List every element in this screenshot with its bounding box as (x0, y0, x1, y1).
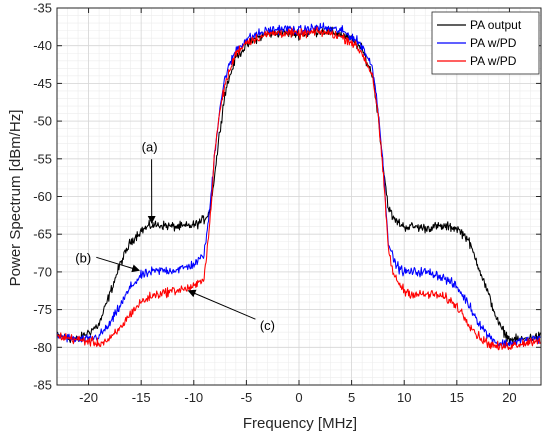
series-line-1 (56, 26, 542, 346)
x-tick-label: 15 (450, 390, 464, 405)
y-tick-label: -45 (33, 76, 52, 91)
y-tick-label: -50 (33, 114, 52, 129)
series-line-2 (57, 22, 541, 349)
y-tick-label: -35 (33, 1, 52, 16)
x-tick-label: -10 (184, 390, 203, 405)
x-axis-ticks: -20 -15 -10 -5 0 5 10 15 20 (79, 8, 517, 405)
x-tick-label: -20 (79, 390, 98, 405)
series-line-3 (56, 26, 542, 351)
x-tick-label: 5 (348, 390, 355, 405)
y-tick-label: -85 (33, 378, 52, 393)
y-tick-label: -65 (33, 227, 52, 242)
series-lines (56, 22, 542, 351)
annotation-label: (b) (75, 250, 91, 265)
y-tick-label: -70 (33, 264, 52, 279)
x-axis-label: Frequency [MHz] (243, 415, 357, 432)
y-axis-label: Power Spectrum [dBm/Hz] (7, 110, 24, 287)
annotation-label: (c) (260, 318, 275, 333)
y-tick-label: -55 (33, 151, 52, 166)
legend-label: PA w/PD (470, 54, 517, 68)
y-axis-ticks: -85 -80 -75 -70 -65 -60 -55 -50 -45 -40 -35 (33, 1, 541, 393)
y-tick-label: -75 (33, 302, 52, 317)
legend-label: PA output (470, 18, 522, 32)
x-tick-label: 0 (295, 390, 302, 405)
x-tick-label: -5 (241, 390, 253, 405)
annotations: (a) (b) (c) (75, 139, 275, 333)
annotation-arrow (187, 289, 256, 320)
y-tick-label: -80 (33, 340, 52, 355)
legend-label: PA w/PD (470, 36, 517, 50)
y-tick-label: -40 (33, 38, 52, 53)
x-tick-label: 10 (397, 390, 411, 405)
legend: PA output PA w/PD PA w/PD (431, 11, 540, 75)
annotation-label: (a) (142, 139, 158, 154)
annotation-arrow (96, 256, 141, 273)
x-tick-label: -15 (132, 390, 151, 405)
x-tick-label: 20 (502, 390, 516, 405)
y-tick-label: -60 (33, 189, 52, 204)
